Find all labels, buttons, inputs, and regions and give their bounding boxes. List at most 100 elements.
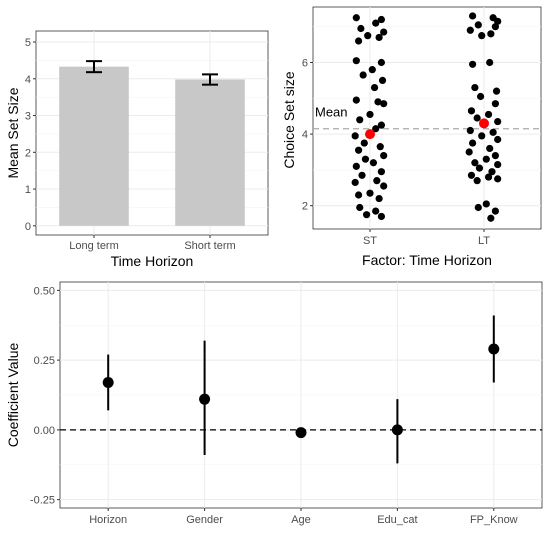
data-point	[373, 177, 381, 185]
data-point	[372, 125, 380, 133]
coefficient-estimate-point	[102, 376, 114, 388]
data-point	[377, 212, 385, 221]
data-point	[494, 175, 502, 183]
data-point	[366, 110, 374, 119]
data-point	[465, 148, 473, 156]
data-point	[473, 177, 481, 185]
jitter-chart-x-tick-label: ST	[363, 235, 377, 247]
data-point	[355, 37, 363, 45]
data-point	[362, 211, 371, 219]
data-point	[478, 132, 486, 140]
coefficient-chart-y-tick-label: 0.25	[34, 355, 55, 367]
data-point	[352, 96, 360, 104]
coefficient-estimate-point	[295, 427, 307, 439]
data-point	[469, 139, 477, 147]
group-mean-marker	[365, 129, 375, 140]
data-point	[494, 17, 502, 25]
bar-chart-x-tick-label: Short term	[184, 240, 235, 252]
data-point	[487, 30, 495, 38]
data-point	[377, 168, 385, 176]
data-point	[494, 135, 502, 144]
data-point	[380, 182, 388, 190]
data-point	[491, 23, 499, 31]
jitter-chart-x-tick-label: LT	[478, 235, 490, 247]
data-point	[377, 58, 385, 67]
bar-chart-y-tick-label: 4	[25, 74, 31, 86]
jitter-chart-ticks: ST LT 2 4 6	[302, 58, 490, 248]
coefficient-estimate-point	[391, 424, 403, 436]
jitter-chart-points	[351, 12, 502, 222]
bar-chart-bars	[59, 66, 245, 226]
coefficient-chart-x-tick-label: FP_Know	[470, 514, 518, 526]
data-point	[469, 12, 477, 20]
bar-chart-error-bars	[86, 60, 218, 86]
mean-line-label: Mean	[315, 105, 348, 120]
data-point	[372, 207, 380, 215]
data-point	[355, 146, 363, 154]
data-point	[494, 160, 502, 169]
bar-chart-y-tick-label: 5	[25, 37, 31, 49]
data-point	[488, 168, 496, 176]
bar-chart-y-axis-title: Mean Set Size	[5, 87, 21, 178]
data-point	[366, 189, 374, 197]
data-point	[352, 57, 360, 65]
bar-chart-y-tick-label: 2	[25, 147, 31, 159]
jitter-chart-y-tick-label: 4	[302, 129, 308, 141]
data-point	[369, 159, 378, 167]
jitter-chart-mean-line: Mean	[313, 105, 541, 130]
coefficient-chart-marks	[102, 315, 500, 464]
data-point	[375, 194, 383, 203]
data-point	[377, 121, 385, 129]
data-point	[476, 92, 485, 101]
jitter-chart-y-tick-label: 6	[302, 58, 308, 70]
bar	[59, 66, 129, 226]
data-point	[364, 32, 372, 40]
data-point	[492, 87, 501, 95]
data-point	[374, 98, 382, 106]
jitter-chart-plot-area	[312, 6, 542, 230]
data-point	[466, 126, 474, 135]
data-point	[482, 200, 490, 208]
data-point	[484, 173, 493, 181]
data-point	[359, 71, 367, 79]
coefficient-estimate-point	[488, 343, 500, 355]
coefficient-chart-panel: Horizon Gender Age Edu_cat FP_Know -0.25 0.00 0…	[5, 281, 543, 526]
bar-chart-x-axis-title: Time Horizon	[111, 253, 194, 269]
data-point	[380, 100, 388, 108]
data-point	[491, 100, 499, 108]
data-point	[361, 155, 370, 163]
data-point	[352, 14, 360, 22]
data-point	[474, 21, 482, 29]
data-point	[489, 128, 497, 136]
data-point	[368, 66, 376, 74]
data-point	[351, 132, 359, 140]
coefficient-estimate-point	[199, 393, 211, 405]
bar	[175, 79, 245, 226]
data-point	[478, 32, 486, 40]
bar-chart-panel: Long term Short term 0 1 2 3 4 5 Time Horizon M…	[5, 30, 269, 269]
jitter-chart-panel: Mean ST LT 2 4 6 Factor: Time Horizon Choice…	[281, 6, 542, 268]
data-point	[475, 164, 484, 172]
data-point	[482, 155, 490, 163]
jitter-chart-mean-markers	[365, 118, 489, 140]
coefficient-chart-x-tick-label: Age	[291, 514, 311, 526]
coefficient-chart-x-tick-label: Edu_cat	[377, 514, 417, 526]
data-point	[486, 144, 494, 153]
data-point	[467, 171, 476, 179]
data-point	[484, 110, 493, 119]
data-point	[471, 83, 479, 92]
data-point	[352, 162, 360, 170]
data-point	[351, 178, 359, 187]
jitter-chart-y-axis-title: Choice Set size	[281, 71, 297, 168]
coefficient-chart-y-axis-title: Coefficient Value	[5, 343, 21, 448]
coefficient-chart-x-tick-label: Horizon	[89, 514, 127, 526]
data-point	[486, 58, 494, 67]
coefficient-chart-ticks: Horizon Gender Age Edu_cat FP_Know -0.25 0.00 0…	[30, 285, 518, 526]
data-point	[471, 159, 479, 167]
data-point	[487, 214, 495, 222]
bar-chart-y-tick-label: 0	[25, 221, 31, 233]
data-point	[355, 191, 363, 199]
data-point	[358, 171, 366, 179]
data-point	[376, 143, 384, 151]
